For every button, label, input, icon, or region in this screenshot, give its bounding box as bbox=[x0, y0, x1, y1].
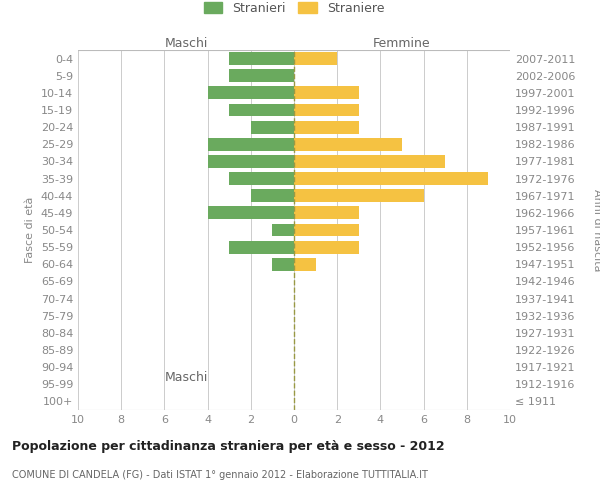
Bar bbox=[294, 190, 424, 202]
Text: Maschi: Maschi bbox=[164, 37, 208, 50]
Y-axis label: Anni di nascita: Anni di nascita bbox=[592, 188, 600, 271]
Bar bbox=[208, 155, 294, 168]
Bar bbox=[208, 138, 294, 150]
Bar bbox=[229, 70, 294, 82]
Bar bbox=[229, 104, 294, 117]
Y-axis label: Fasce di età: Fasce di età bbox=[25, 197, 35, 263]
Bar bbox=[294, 52, 337, 65]
Bar bbox=[229, 240, 294, 254]
Bar bbox=[294, 224, 359, 236]
Bar bbox=[251, 120, 294, 134]
Bar bbox=[294, 104, 359, 117]
Bar bbox=[294, 120, 359, 134]
Bar bbox=[229, 172, 294, 185]
Legend: Stranieri, Straniere: Stranieri, Straniere bbox=[203, 2, 385, 15]
Bar bbox=[251, 190, 294, 202]
Bar bbox=[229, 52, 294, 65]
Bar bbox=[294, 86, 359, 100]
Text: Popolazione per cittadinanza straniera per età e sesso - 2012: Popolazione per cittadinanza straniera p… bbox=[12, 440, 445, 453]
Text: COMUNE DI CANDELA (FG) - Dati ISTAT 1° gennaio 2012 - Elaborazione TUTTITALIA.IT: COMUNE DI CANDELA (FG) - Dati ISTAT 1° g… bbox=[12, 470, 428, 480]
Bar bbox=[272, 258, 294, 270]
Bar bbox=[294, 206, 359, 220]
Bar bbox=[294, 258, 316, 270]
Bar bbox=[272, 224, 294, 236]
Text: Femmine: Femmine bbox=[373, 37, 431, 50]
Bar bbox=[294, 172, 488, 185]
Bar bbox=[208, 206, 294, 220]
Bar bbox=[294, 240, 359, 254]
Bar bbox=[294, 138, 402, 150]
Text: Maschi: Maschi bbox=[164, 370, 208, 384]
Bar bbox=[294, 155, 445, 168]
Bar bbox=[208, 86, 294, 100]
